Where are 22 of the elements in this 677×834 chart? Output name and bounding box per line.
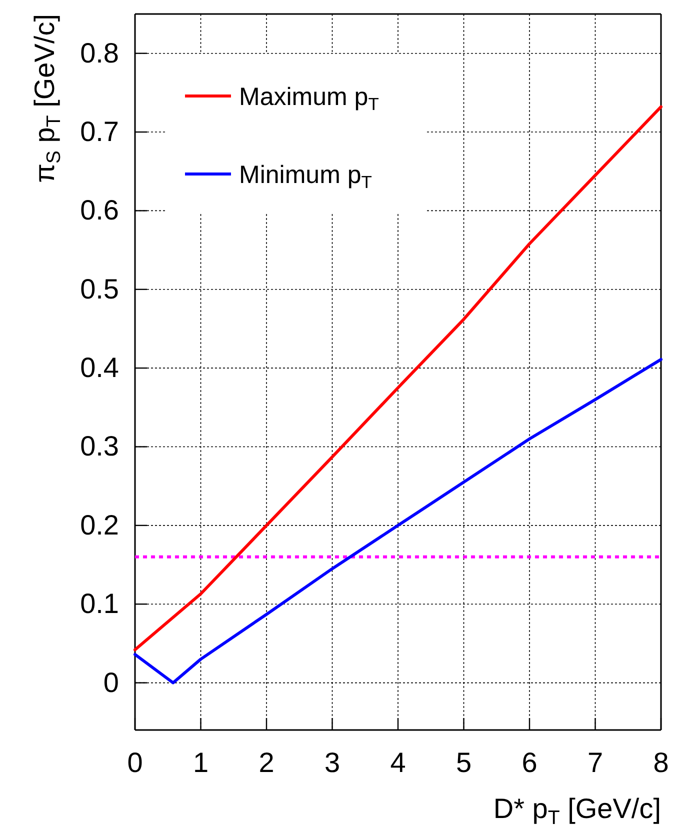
y-tick-label: 0.6: [80, 194, 119, 226]
x-tick-label: 7: [587, 746, 604, 778]
x-tick-label: 5: [456, 746, 472, 778]
legend-label: Maximum p$_{T}$: [239, 83, 380, 114]
y-tick-label: 0.4: [80, 352, 119, 384]
y-tick-label: 0.8: [80, 37, 119, 68]
x-tick-label: 4: [390, 746, 406, 778]
legend-label: Minimum p$_{T}$: [239, 161, 372, 192]
y-tick-label: 0.3: [80, 430, 119, 462]
y-tick-label: 0.2: [80, 509, 119, 540]
x-tick-label: 8: [653, 746, 669, 778]
y-tick-label: 0.7: [80, 116, 119, 147]
x-tick-label: 2: [258, 746, 274, 778]
x-tick-label: 0: [127, 746, 143, 778]
y-tick-label: 0.1: [80, 588, 119, 620]
y-tick-label: 0: [103, 666, 119, 698]
y-tick-label: 0.5: [80, 273, 119, 304]
x-tick-label: 1: [192, 746, 209, 778]
x-tick-label: 6: [522, 746, 538, 778]
line-series: [134, 358, 662, 684]
x-axis-title: D* p$_{T}$ [GeV/c]: [493, 793, 661, 829]
x-tick-label: 3: [324, 746, 340, 778]
